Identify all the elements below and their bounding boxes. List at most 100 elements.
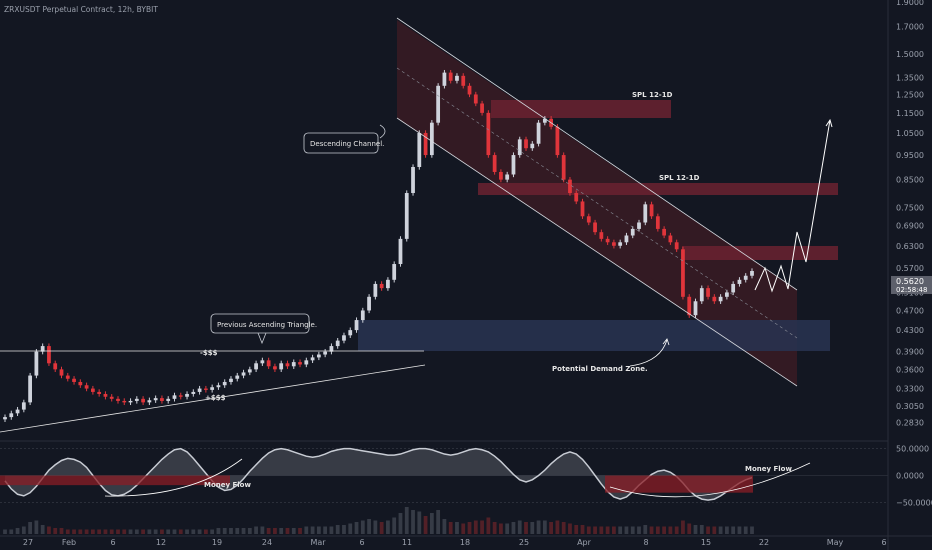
candle-body	[266, 360, 271, 367]
volume-bar	[706, 526, 710, 534]
candle-body	[210, 387, 215, 390]
volume-bar	[743, 526, 748, 534]
volume-bar	[423, 516, 428, 534]
candle-body	[486, 112, 491, 156]
y-tick-label: 0.3050	[896, 402, 924, 411]
candle-body	[574, 193, 579, 202]
volume-bar	[147, 529, 152, 534]
candle-body	[84, 385, 89, 389]
volume-bar	[235, 528, 240, 534]
candle-body	[97, 391, 102, 394]
spl-label-1: SPL 12-1D	[632, 91, 673, 99]
volume-bar	[229, 528, 233, 534]
volume-bar	[731, 526, 736, 534]
osc-tick-label: −50.0000	[896, 498, 932, 507]
candle-body	[122, 400, 127, 403]
candle-body	[442, 72, 447, 86]
ascending-triangle-callout: Previous Ascending Triangle.	[210, 313, 317, 334]
candle-body	[473, 94, 478, 104]
volume-bar	[505, 523, 510, 534]
y-tick-label: 0.2830	[896, 418, 924, 427]
channel-lower-line	[396, 117, 798, 387]
current-price-badge: 0.5620 02:58:48	[891, 276, 932, 294]
candle-body	[109, 396, 114, 399]
ascending-triangle-label: Previous Ascending Triangle.	[217, 321, 317, 329]
volume-bar	[141, 529, 145, 534]
volume-bar	[668, 526, 673, 534]
volume-bar	[486, 517, 491, 534]
y-tick-label: 1.5000	[896, 50, 924, 59]
candle-body	[166, 398, 171, 401]
candle-body	[417, 132, 422, 168]
candle-body	[285, 363, 290, 367]
projection-arrowhead	[825, 118, 833, 128]
candle-body	[718, 296, 723, 302]
volume-bar	[84, 529, 89, 534]
x-tick-label: 11	[402, 538, 412, 547]
money-flow-red-block-2	[605, 475, 753, 493]
volume-bar	[291, 528, 296, 534]
candle-body	[517, 139, 522, 156]
candle-body	[304, 360, 309, 365]
volume-bar	[373, 520, 378, 534]
x-tick-label: Feb	[62, 538, 76, 547]
volume-bar	[718, 526, 723, 534]
candle-body	[367, 296, 371, 311]
candle-body	[480, 103, 484, 113]
candle-body	[605, 238, 610, 243]
x-tick-label: 6	[881, 538, 886, 547]
volume-bar	[103, 529, 108, 534]
candle-body	[59, 369, 64, 376]
volume-bar	[122, 529, 127, 534]
volume-bar	[335, 525, 340, 534]
money-flow-arrow-2	[609, 462, 811, 498]
x-tick-label: Mar	[310, 538, 326, 547]
volume-bar	[574, 525, 579, 534]
money-flow-arrow-1	[104, 458, 243, 497]
volume-bar	[442, 519, 447, 534]
candle-body	[329, 346, 334, 352]
volume-bar	[517, 520, 522, 534]
x-tick-label: 6	[110, 538, 115, 547]
y-tick-label: 0.3300	[896, 385, 924, 394]
y-tick-label: 0.3600	[896, 365, 924, 374]
volume-bar	[65, 529, 70, 534]
candle-body	[235, 375, 240, 379]
candle-body	[53, 363, 58, 370]
volume-bar	[480, 520, 484, 534]
volume-bar	[260, 526, 265, 534]
candle-body	[423, 132, 428, 156]
volume-bar	[203, 529, 208, 534]
volume-bar	[725, 526, 729, 534]
volume-bar	[367, 519, 371, 534]
triangle-callout-pointer	[257, 332, 267, 345]
volume-bar	[593, 526, 597, 534]
volume-bar	[360, 520, 365, 534]
demand-arrowhead	[662, 338, 670, 346]
candle-body	[47, 346, 51, 364]
y-tick-label: 1.7000	[896, 23, 924, 32]
x-tick-label: 27	[23, 538, 33, 547]
candle-body	[542, 118, 547, 123]
volume-bar	[555, 520, 560, 534]
candle-body	[706, 288, 710, 297]
y-tick-label: 0.7500	[896, 203, 924, 212]
volume-bar	[681, 520, 685, 534]
volume-bar	[674, 526, 679, 534]
volume-layer	[3, 507, 754, 534]
x-tick-label: 18	[460, 538, 470, 547]
volume-bar	[72, 529, 76, 534]
y-tick-label: 1.1500	[896, 109, 924, 118]
candle-body	[448, 72, 453, 81]
volume-bar	[580, 525, 585, 534]
volume-bar	[417, 511, 422, 534]
channel-callout-pointer	[379, 124, 386, 139]
drawings-layer	[0, 17, 833, 433]
volume-bar	[241, 528, 246, 534]
candle-body	[279, 363, 284, 370]
candle-body	[599, 232, 604, 239]
candle-body	[524, 139, 528, 149]
